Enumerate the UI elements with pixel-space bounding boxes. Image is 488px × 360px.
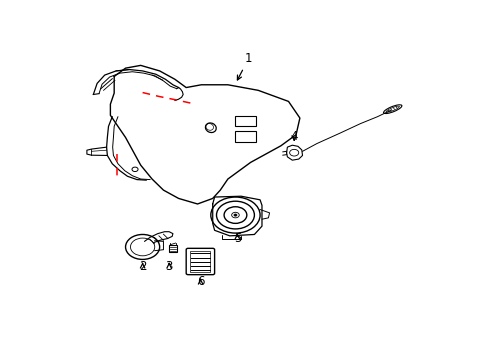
- Bar: [169, 245, 176, 252]
- Bar: [235, 116, 256, 126]
- Text: 5: 5: [233, 232, 241, 245]
- Text: 3: 3: [165, 260, 172, 273]
- Text: 6: 6: [197, 275, 204, 288]
- Circle shape: [233, 214, 237, 216]
- Bar: [190, 251, 210, 271]
- Text: 4: 4: [290, 130, 297, 143]
- Text: 1: 1: [237, 52, 252, 80]
- Text: 2: 2: [139, 260, 146, 273]
- Bar: [235, 131, 256, 141]
